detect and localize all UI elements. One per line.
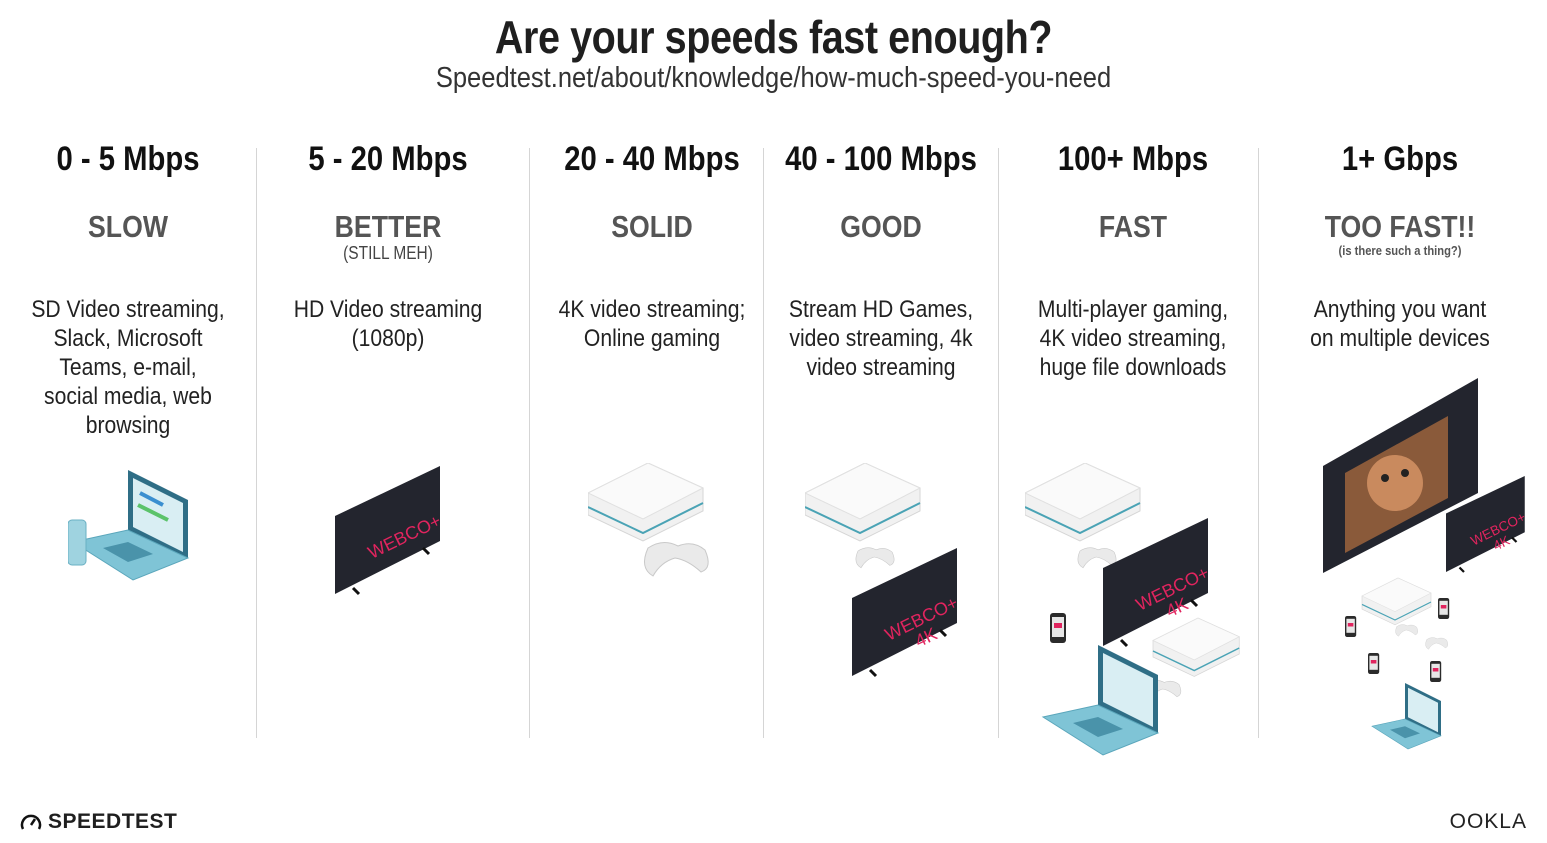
tier-level: TOO FAST!!: [1324, 209, 1476, 244]
laptop-icon: [1042, 644, 1159, 756]
game-console-icon: [1361, 577, 1432, 626]
laptop-icon: [1371, 682, 1442, 750]
device-group-fast: WEBCO+ 4K: [1025, 463, 1240, 756]
svg-text:4K: 4K: [1491, 533, 1512, 554]
game-console-icon: [588, 463, 709, 577]
tier-good: 40 - 100 Mbps GOOD: [761, 140, 1001, 245]
tier-range: 20 - 40 Mbps: [564, 140, 740, 178]
speedtest-logo: SPEEDTEST: [20, 810, 177, 834]
tier-note: (STILL MEH): [343, 243, 433, 263]
tier-description: Stream HD Games, video streaming, 4k vid…: [788, 296, 974, 381]
tier-description: HD Video streaming (1080p): [293, 296, 483, 352]
tv-icon: [1323, 378, 1478, 573]
divider: [998, 148, 999, 738]
page-title: Are your speeds fast enough?: [494, 11, 1053, 63]
tier-level: SOLID: [611, 209, 693, 244]
game-console-icon: WEBCO+ 4K: [805, 463, 961, 678]
tier-level: FAST: [1098, 209, 1168, 244]
tier-range: 0 - 5 Mbps: [56, 140, 200, 178]
tier-description: Multi-player gaming, 4K video streaming,…: [1037, 296, 1229, 381]
phone-icon: [68, 519, 87, 566]
divider: [256, 148, 257, 738]
divider: [763, 148, 764, 738]
tier-description: SD Video streaming, Slack, Microsoft Tea…: [31, 296, 225, 439]
phone-icon: [1345, 616, 1357, 637]
tier-slow: 0 - 5 Mbps SLOW: [8, 140, 248, 245]
laptop-icon: [68, 469, 189, 581]
phone-icon: [1050, 613, 1066, 643]
tv-icon: WEBCO+: [335, 466, 444, 596]
controller-icon: [643, 541, 709, 577]
tier-better: 5 - 20 Mbps BETTER (STILL MEH): [268, 140, 508, 264]
tier-note: (is there such a thing?): [1338, 243, 1462, 258]
device-group-too-fast: WEBCO+ 4K: [1323, 378, 1528, 750]
tier-range: 1+ Gbps: [1341, 140, 1459, 178]
tier-range: 5 - 20 Mbps: [308, 140, 468, 178]
tier-level: SLOW: [88, 209, 168, 244]
tier-description: Anything you want on multiple devices: [1310, 296, 1490, 352]
divider: [1258, 148, 1259, 738]
tier-description: 4K video streaming; Online gaming: [558, 296, 746, 352]
tier-level: GOOD: [840, 209, 922, 244]
ookla-logo: OOKLA: [1449, 810, 1527, 833]
tier-range: 40 - 100 Mbps: [785, 140, 977, 178]
tier-too-fast: 1+ Gbps TOO FAST!! (is there such a thin…: [1280, 140, 1520, 258]
tv-4k-icon: WEBCO+ 4K: [850, 546, 961, 678]
controller-icon: [855, 547, 895, 569]
tier-solid: 20 - 40 Mbps SOLID: [532, 140, 772, 245]
tier-level: BETTER: [334, 209, 442, 244]
speedometer-icon: [20, 814, 42, 830]
page-subtitle-url: Speedtest.net/about/knowledge/how-much-s…: [435, 62, 1112, 94]
tier-fast: 100+ Mbps FAST: [1013, 140, 1253, 245]
divider: [529, 148, 530, 738]
tier-range: 100+ Mbps: [1057, 140, 1209, 178]
